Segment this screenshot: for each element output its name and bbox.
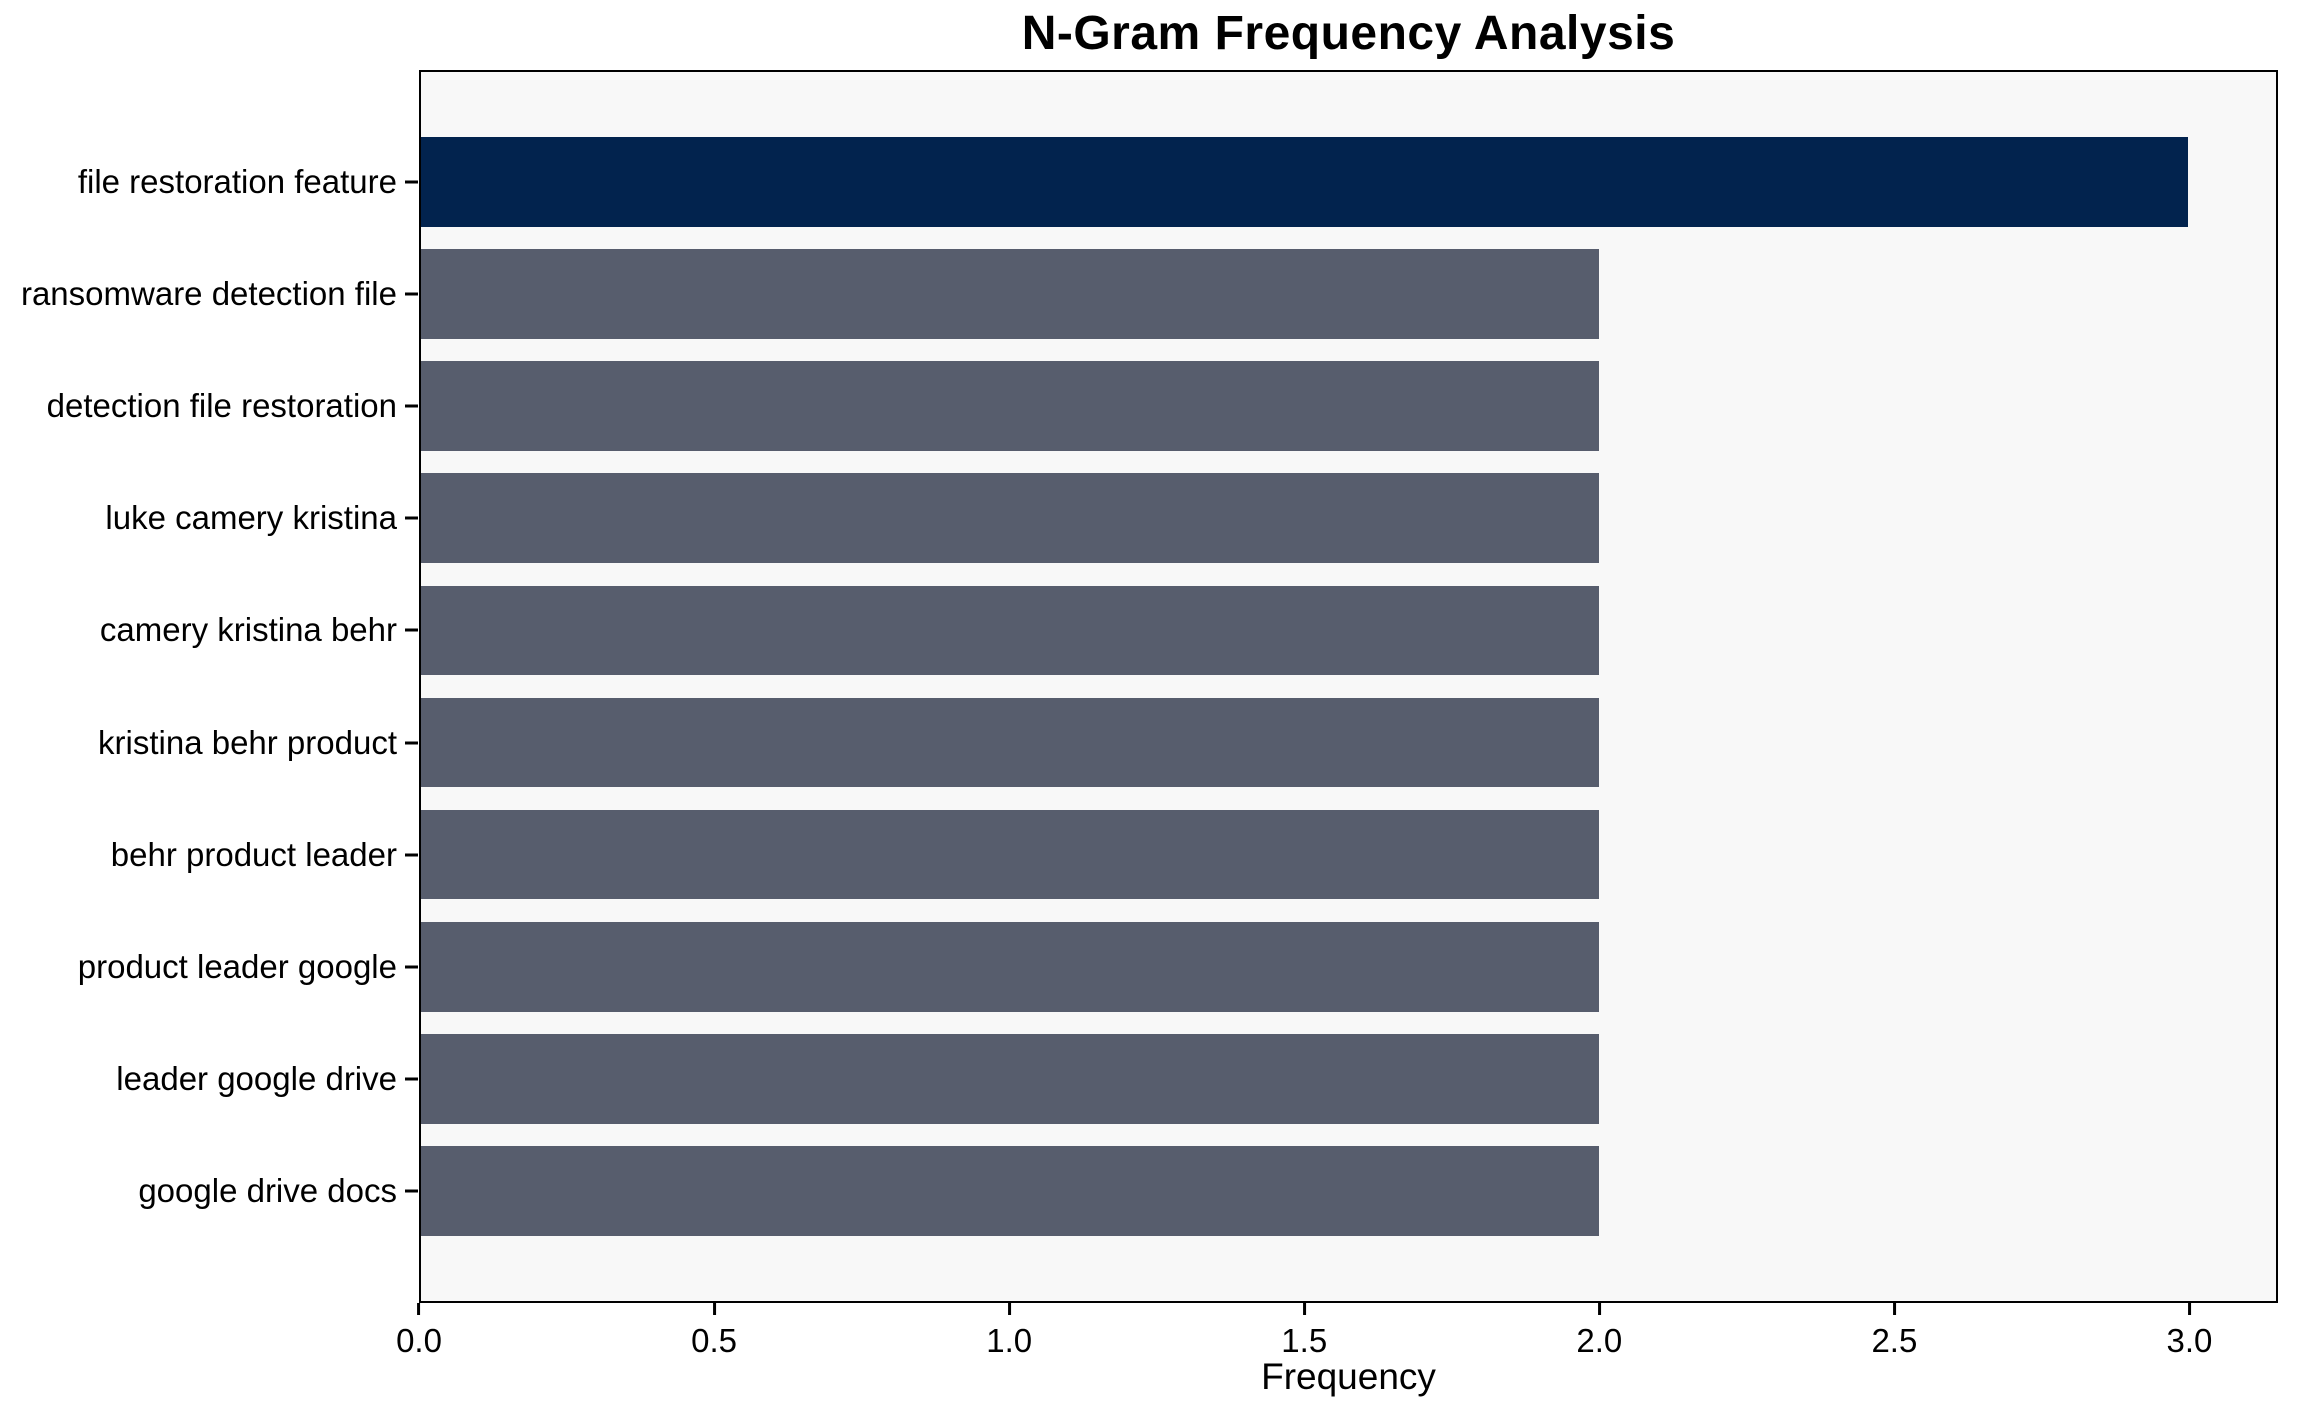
y-tick-label: camery kristina behr — [99, 611, 397, 649]
y-tick-mark — [405, 853, 418, 857]
y-tick-label: product leader google — [77, 947, 397, 985]
x-tick: 2.0 — [1576, 1303, 1622, 1360]
x-tick-label: 1.0 — [986, 1322, 1033, 1359]
x-tick-label: 0.0 — [396, 1322, 442, 1359]
x-tick-mark — [712, 1303, 716, 1315]
bar-row: detection file restoration — [47, 350, 2276, 462]
chart-title: N-Gram Frequency Analysis — [1021, 7, 1676, 60]
y-tick-label: behr product leader — [110, 835, 397, 873]
x-axis-title: Frequency — [1261, 1356, 1436, 1397]
bar-row: product leader google — [78, 911, 2276, 1023]
y-tick-label: luke camery kristina — [105, 499, 397, 537]
y-tick-label: leader google drive — [116, 1059, 397, 1097]
x-tick-mark — [1007, 1303, 1011, 1315]
x-tick-label: 3.0 — [2166, 1322, 2213, 1359]
bars: file restoration feature ransomware detec… — [21, 126, 2276, 1247]
bar — [421, 1033, 1599, 1124]
x-tick-label: 1.5 — [1281, 1322, 1328, 1359]
plot-area: file restoration feature ransomware detec… — [21, 70, 2278, 1303]
y-tick-mark — [405, 516, 418, 520]
bar — [421, 361, 1599, 452]
x-tick: 0.0 — [396, 1303, 442, 1360]
x-tick-mark — [417, 1303, 421, 1315]
bar — [421, 921, 1599, 1012]
bar — [421, 697, 1599, 788]
x-tick-mark — [1597, 1303, 1601, 1315]
y-tick-mark — [405, 292, 418, 296]
bar-row: file restoration feature — [78, 126, 2276, 238]
x-axis: 0.0 0.5 1.0 1.5 2.0 2.5 3.0 — [396, 1303, 2278, 1363]
y-tick-label: ransomware detection file — [20, 275, 397, 313]
bar — [421, 809, 1599, 900]
y-tick-label: kristina behr product — [98, 723, 397, 761]
bar — [421, 1146, 1599, 1236]
y-tick-mark — [405, 1077, 418, 1081]
x-tick: 1.0 — [986, 1303, 1032, 1360]
bar-row: luke camery kristina — [105, 462, 2276, 574]
bar — [421, 585, 1599, 676]
bar — [421, 473, 1599, 564]
x-tick-mark — [1302, 1303, 1306, 1315]
y-tick-mark — [405, 1189, 418, 1193]
y-tick-mark — [405, 404, 418, 408]
x-tick-label: 2.5 — [1871, 1322, 1918, 1359]
y-tick-mark — [405, 965, 418, 969]
x-tick: 3.0 — [2166, 1303, 2213, 1360]
bar-row: behr product leader — [111, 799, 2276, 911]
bar — [421, 249, 1599, 339]
x-tick-label: 2.0 — [1576, 1322, 1623, 1359]
x-tick: 1.5 — [1281, 1303, 1327, 1360]
bar-row: ransomware detection file — [21, 238, 2276, 350]
x-tick: 0.5 — [691, 1303, 737, 1360]
y-tick-label: detection file restoration — [46, 387, 397, 425]
bar-row: leader google drive — [116, 1023, 2276, 1135]
bar — [421, 137, 2188, 227]
y-tick-label: google drive docs — [138, 1171, 397, 1209]
y-tick-mark — [405, 180, 418, 184]
x-tick-label: 0.5 — [691, 1322, 738, 1359]
bar-row: camery kristina behr — [100, 574, 2276, 686]
y-tick-label: file restoration feature — [77, 163, 397, 201]
bar-row: kristina behr product — [98, 686, 2276, 798]
x-tick-mark — [1892, 1303, 1896, 1315]
x-tick-mark — [2187, 1303, 2191, 1315]
x-tick: 2.5 — [1871, 1303, 1917, 1360]
y-tick-mark — [405, 741, 418, 745]
y-tick-mark — [405, 628, 418, 632]
bar-row: google drive docs — [138, 1135, 2276, 1247]
